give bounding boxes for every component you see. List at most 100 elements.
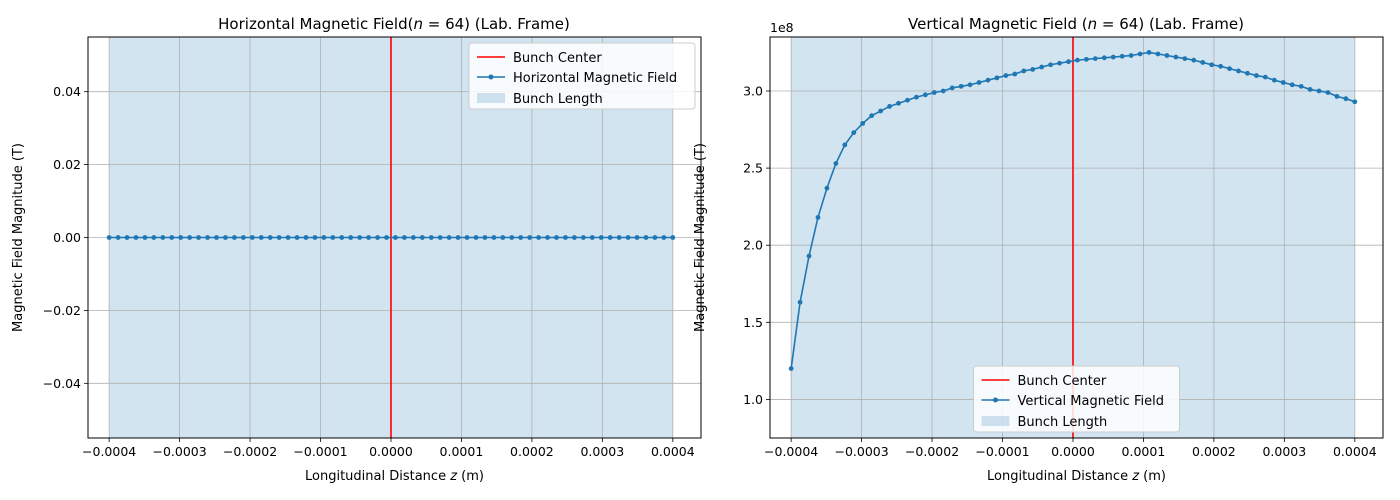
data-point [1173, 54, 1179, 60]
data-point [607, 235, 613, 240]
y-tick-label: 0.00 [53, 230, 81, 245]
y-tick-label: 2.5 [743, 161, 763, 176]
data-point [312, 235, 318, 240]
data-point [931, 90, 937, 95]
data-point [1289, 82, 1295, 88]
data-point [410, 235, 416, 240]
data-point [240, 235, 246, 240]
legend-entry-bunch-length: Bunch Length [1018, 415, 1108, 430]
data-point [223, 235, 228, 240]
vertical-field-panel: Vertical Magnetic Field (n = 64) (Lab. F… [693, 15, 1384, 484]
data-point [1352, 99, 1358, 105]
data-point [464, 235, 470, 240]
data-point [151, 235, 157, 240]
data-point [878, 108, 884, 114]
svg-text:Horizontal Magnetic Field(n =: Horizontal Magnetic Field(n = 64) (Lab. … [218, 15, 570, 33]
legend-swatch-marker [488, 74, 494, 80]
legend-entry-field: Vertical Magnetic Field [1018, 394, 1164, 409]
y-tick-label: 0.04 [53, 84, 81, 99]
data-point [985, 77, 991, 83]
data-point [437, 235, 443, 240]
chart-title: Vertical Magnetic Field (n = 64) (Lab. F… [908, 15, 1244, 33]
legend-swatch-marker [993, 397, 998, 403]
data-point [482, 235, 488, 240]
data-point [133, 235, 139, 240]
data-point [1003, 73, 1009, 78]
data-point [446, 235, 452, 240]
x-tick-label: −0.0004 [82, 444, 136, 459]
data-point [303, 235, 309, 240]
data-point [580, 235, 586, 240]
data-point [1075, 57, 1080, 63]
data-point [1307, 87, 1313, 92]
data-point [661, 235, 667, 240]
x-tick-label: 0.0003 [1262, 444, 1306, 459]
data-point [473, 235, 479, 240]
data-point [348, 235, 354, 240]
data-point [869, 113, 875, 119]
x-tick-label: 0.0000 [1051, 444, 1095, 459]
legend-entry-field: Horizontal Magnetic Field [513, 71, 677, 86]
x-tick-label: −0.0002 [905, 444, 959, 459]
data-point [393, 235, 398, 240]
data-point [491, 235, 497, 240]
data-point [106, 235, 112, 240]
data-point [294, 235, 300, 240]
data-point [1092, 56, 1098, 61]
data-point [949, 85, 955, 91]
data-point [455, 235, 461, 240]
data-point [1083, 56, 1089, 62]
y-tick-label: −0.02 [43, 303, 81, 318]
y-axis-label: Magnetic Field Magnitude (T) [11, 143, 26, 332]
data-point [571, 235, 577, 240]
data-point [366, 235, 372, 240]
data-point [205, 235, 210, 240]
x-tick-label: 0.0002 [1192, 444, 1236, 459]
data-point [1298, 83, 1304, 89]
data-point [634, 235, 640, 240]
legend-swatch-bunch-length [477, 93, 505, 103]
data-point [1334, 93, 1340, 99]
data-point [1039, 64, 1045, 70]
data-point [258, 235, 264, 240]
data-point [384, 235, 389, 240]
data-point [1262, 74, 1268, 80]
svg-text:Vertical Magnetic Field (n = 6: Vertical Magnetic Field (n = 64) (Lab. F… [908, 15, 1244, 33]
data-point [428, 235, 434, 240]
data-point [797, 299, 803, 305]
y-tick-label: 2.0 [743, 238, 763, 253]
data-point [1164, 53, 1170, 58]
data-point [815, 215, 821, 220]
y-tick-label: 1.0 [743, 392, 763, 407]
x-tick-label: 0.0000 [369, 444, 413, 459]
data-point [842, 142, 848, 148]
x-tick-label: −0.0003 [834, 444, 888, 459]
data-point [339, 235, 345, 240]
data-point [178, 235, 184, 240]
data-point [509, 235, 515, 240]
data-point [1182, 56, 1188, 61]
data-point [589, 235, 595, 240]
x-tick-label: 0.0004 [651, 444, 695, 459]
data-point [1119, 53, 1125, 59]
data-point [643, 235, 649, 240]
data-point [652, 235, 658, 240]
y-tick-label: 0.02 [53, 157, 81, 172]
y-tick-label: 3.0 [743, 83, 763, 98]
y-axis-offset-label: 1e8 [770, 20, 794, 35]
data-point [1218, 63, 1224, 69]
data-point [1146, 50, 1152, 55]
y-tick-label: −0.04 [43, 376, 81, 391]
data-point [1128, 53, 1134, 58]
data-point [994, 75, 1000, 81]
data-point [1209, 62, 1215, 68]
data-point [115, 235, 121, 240]
data-point [249, 235, 255, 240]
data-point [1227, 66, 1232, 72]
data-point [1271, 77, 1277, 83]
legend-entry-bunch-length: Bunch Length [513, 92, 603, 107]
data-point [401, 235, 407, 240]
axes-frame [769, 36, 1384, 439]
y-tick-label: 1.5 [743, 315, 763, 330]
